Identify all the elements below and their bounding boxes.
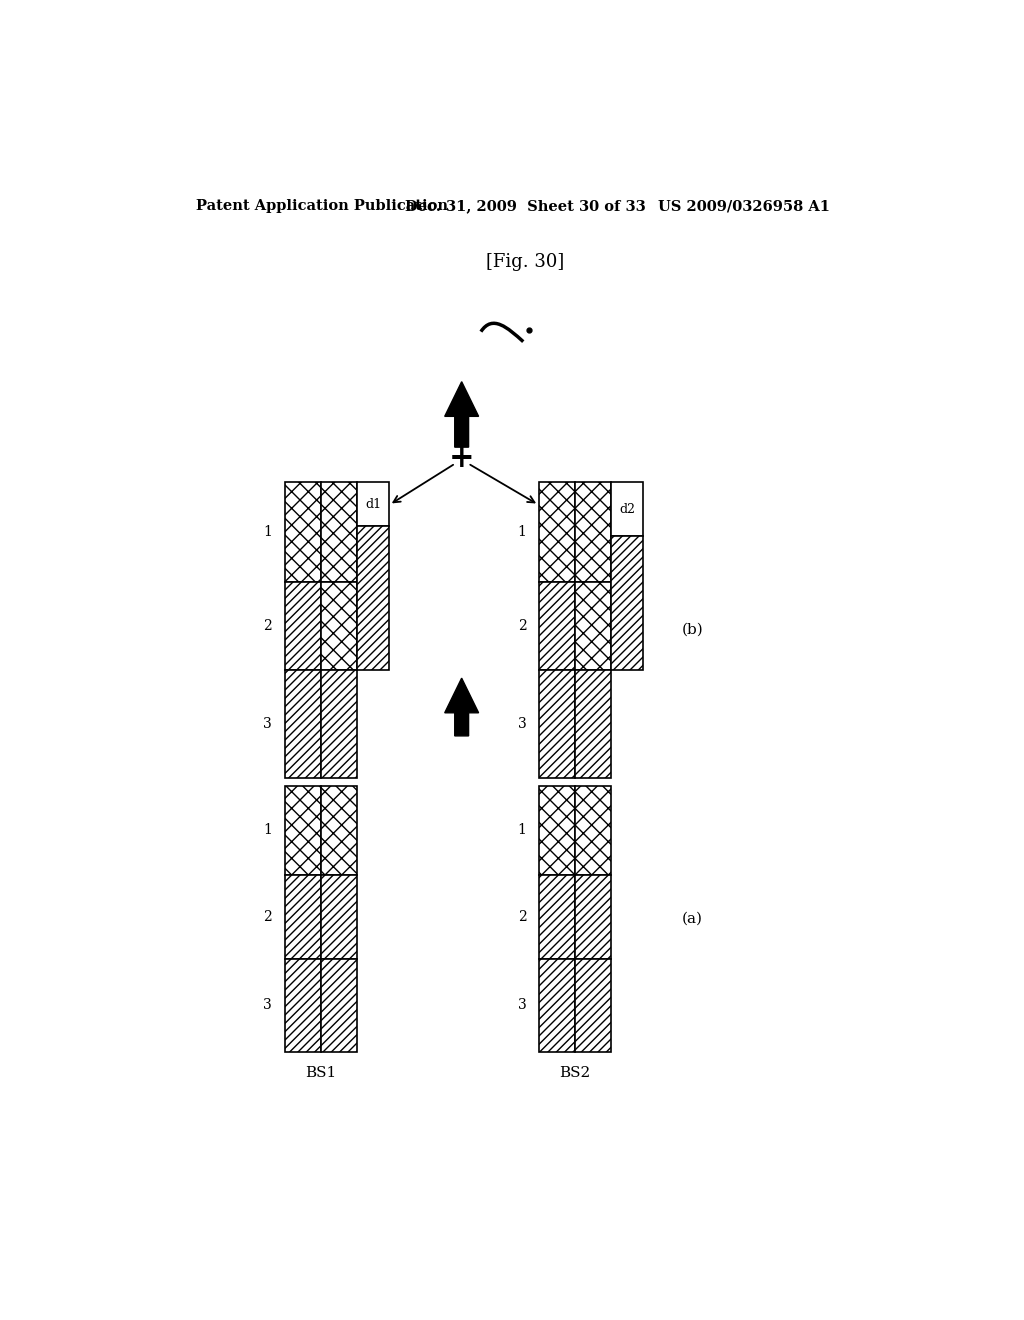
Bar [539,875,574,960]
Bar [539,960,574,1052]
Bar [539,785,574,875]
Bar [574,582,611,671]
Bar [539,582,574,671]
Bar [574,671,611,779]
Text: 1: 1 [263,824,272,837]
Text: 2: 2 [263,619,272,634]
Text: +: + [449,444,474,474]
Bar [574,960,611,1052]
Bar [357,527,389,671]
Text: 1: 1 [517,824,526,837]
Text: US 2009/0326958 A1: US 2009/0326958 A1 [658,199,830,213]
Bar [321,875,357,960]
Text: 3: 3 [517,717,526,731]
Bar [321,671,357,779]
Bar [321,482,357,582]
Bar [285,582,321,671]
Bar [574,785,611,875]
Bar [321,582,357,671]
Text: 1: 1 [263,525,272,539]
Bar [574,875,611,960]
Text: d1: d1 [365,498,381,511]
Bar [539,482,574,582]
Text: (b): (b) [682,623,703,638]
Bar [321,960,357,1052]
Text: 2: 2 [517,909,526,924]
Text: 2: 2 [263,909,272,924]
Bar [611,482,643,536]
Text: (a): (a) [682,912,703,925]
Text: d2: d2 [620,503,635,516]
Bar [539,671,574,779]
Bar [357,482,389,527]
Bar [321,785,357,875]
Bar [285,482,321,582]
Text: 3: 3 [517,998,526,1012]
Text: BS1: BS1 [305,1067,336,1080]
Text: [Fig. 30]: [Fig. 30] [485,253,564,272]
Bar [285,960,321,1052]
Text: Patent Application Publication: Patent Application Publication [196,199,449,213]
Text: 3: 3 [263,717,272,731]
Text: 3: 3 [263,998,272,1012]
Bar [285,671,321,779]
Polygon shape [444,678,478,737]
Bar [285,875,321,960]
Text: BS2: BS2 [559,1067,591,1080]
Bar [611,536,643,671]
Text: Dec. 31, 2009  Sheet 30 of 33: Dec. 31, 2009 Sheet 30 of 33 [406,199,646,213]
Bar [285,785,321,875]
Polygon shape [444,381,478,447]
Text: 2: 2 [517,619,526,634]
Text: 1: 1 [517,525,526,539]
Bar [574,482,611,582]
